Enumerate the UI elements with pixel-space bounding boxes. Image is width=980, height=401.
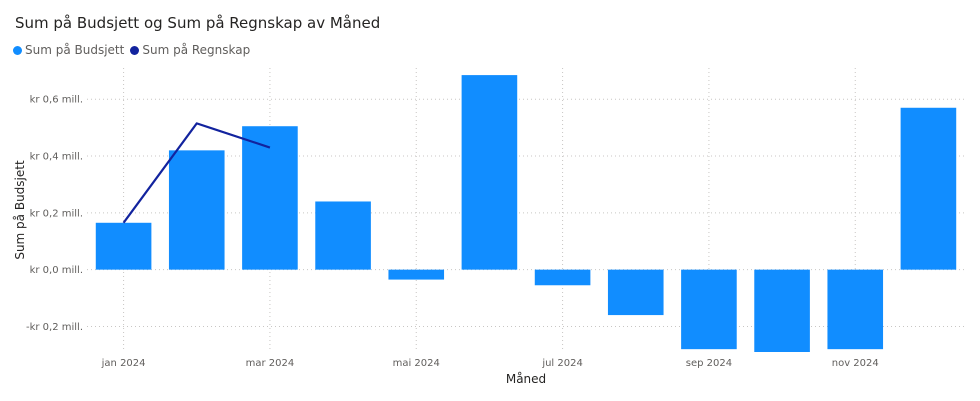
chart-title: Sum på Budsjett og Sum på Regnskap av Må…: [15, 14, 381, 32]
x-axis-ticks: jan 2024 mar 2024 mai 2024 jul 2024 sep 2024…: [101, 358, 879, 369]
bar: [388, 269, 445, 280]
bar: [242, 126, 298, 270]
y-axis-ticks: -kr 0,2 mill. kr 0,0 mill. kr 0,2 mill. kr …: [26, 95, 83, 333]
bar: [534, 269, 591, 286]
legend-label-budsjett: Sum på Budsjett: [25, 43, 125, 57]
x-tick-label: sep 2024: [686, 358, 732, 369]
x-tick-label: mar 2024: [246, 358, 295, 369]
bar: [168, 150, 225, 270]
bar: [900, 107, 957, 270]
bar: [315, 201, 371, 270]
x-tick-label: nov 2024: [832, 358, 879, 369]
legend-item-budsjett[interactable]: Sum på Budsjett: [13, 43, 124, 57]
bar: [461, 75, 518, 270]
x-tick-label: mai 2024: [393, 358, 440, 369]
x-axis-title: Måned: [506, 372, 546, 386]
y-tick-label: kr 0,2 mill.: [30, 208, 83, 219]
bar: [827, 269, 884, 350]
x-tick-label: jul 2024: [541, 358, 583, 369]
bar: [754, 269, 810, 352]
legend-marker-regnskap: [130, 45, 140, 55]
legend: Sum på Budsjett Sum på Regnskap: [13, 43, 256, 57]
y-tick-label: kr 0,4 mill.: [30, 152, 83, 163]
legend-marker-budsjett: [13, 45, 22, 55]
y-tick-label: -kr 0,2 mill.: [26, 322, 83, 333]
line-series: [122, 122, 271, 224]
x-tick-label: jan 2024: [101, 358, 146, 369]
bar: [681, 269, 737, 350]
y-axis-title: Sum på Budsjett: [13, 160, 27, 260]
bar: [95, 222, 152, 270]
bar: [607, 269, 664, 316]
legend-item-regnskap[interactable]: Sum på Regnskap: [130, 43, 250, 57]
y-tick-label: kr 0,6 mill.: [30, 95, 83, 106]
y-tick-label: kr 0,0 mill.: [30, 265, 83, 276]
legend-label-regnskap: Sum på Regnskap: [142, 43, 251, 57]
bar-series: [95, 75, 957, 352]
